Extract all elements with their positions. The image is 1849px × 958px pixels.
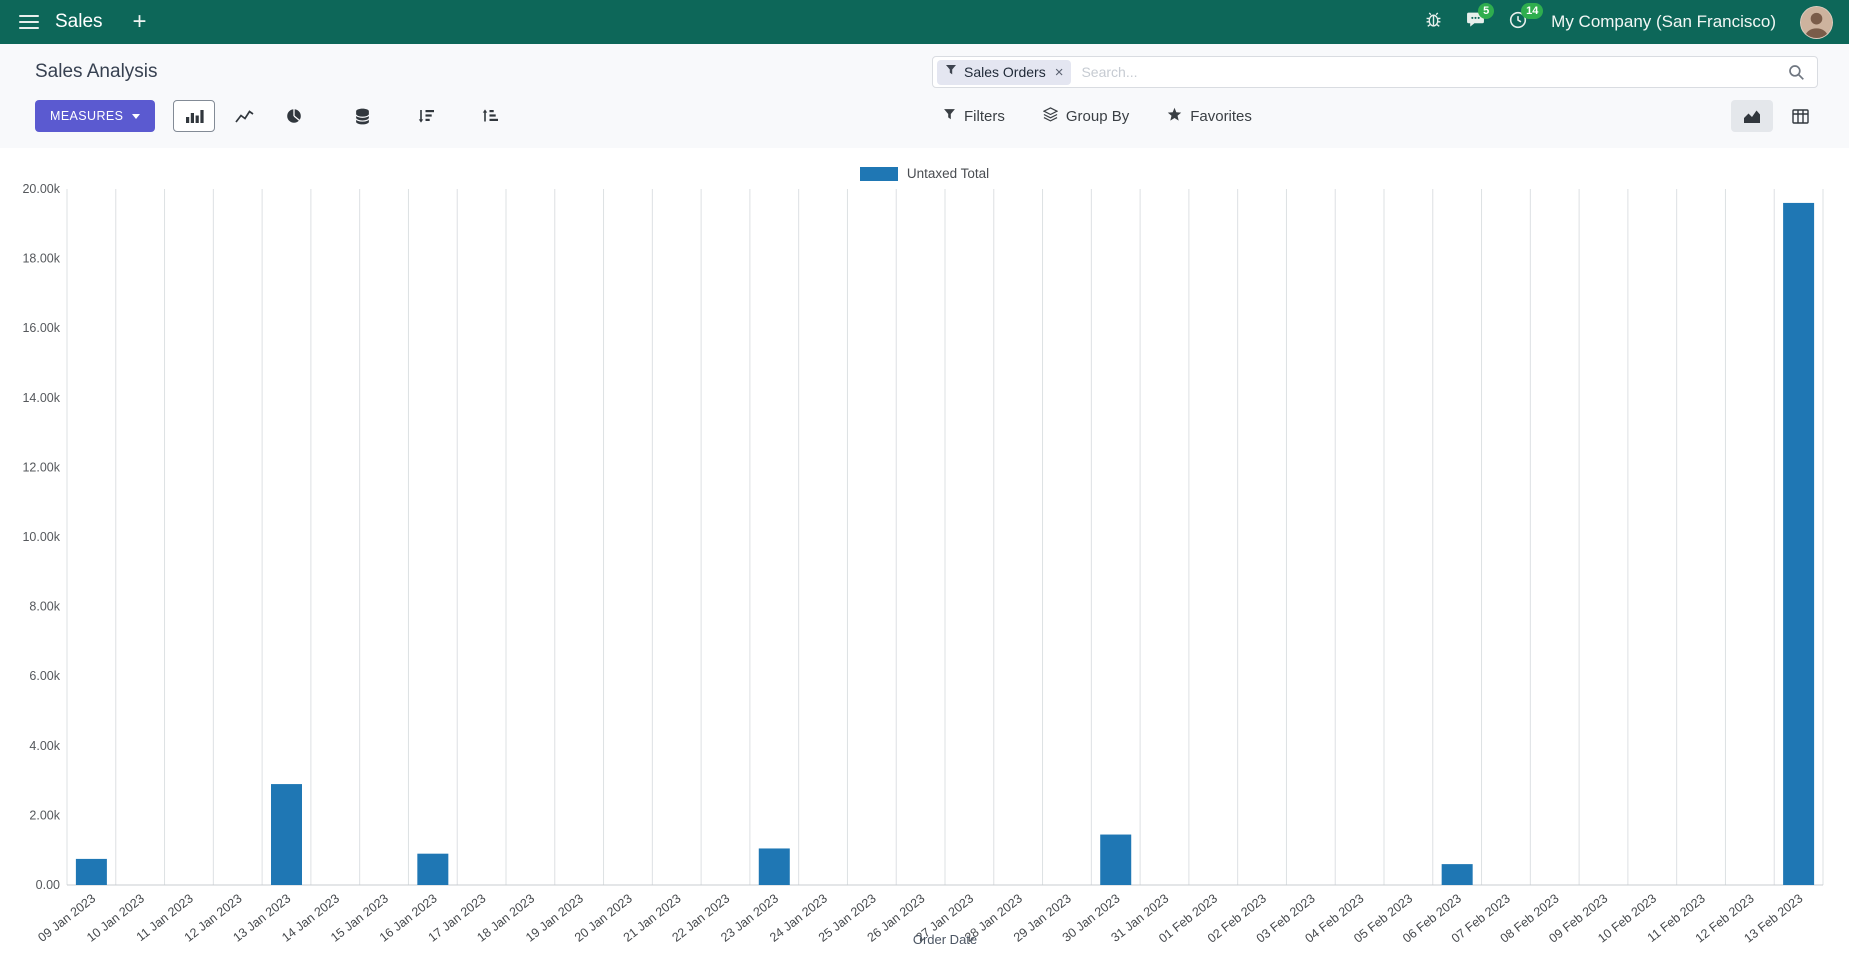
svg-text:6.00k: 6.00k [29, 669, 60, 683]
bar-chart-icon [185, 109, 204, 123]
svg-text:16.00k: 16.00k [22, 321, 60, 335]
search-icon[interactable] [1788, 64, 1805, 86]
svg-text:10.00k: 10.00k [22, 530, 60, 544]
clock-icon [1509, 11, 1527, 34]
filters-label: Filters [964, 107, 1005, 125]
pivot-view-button[interactable] [1779, 100, 1821, 132]
chart-type-group [173, 100, 315, 132]
breadcrumb-row: Sales Analysis Sales Orders × [35, 56, 1821, 88]
stacked-toggle-button[interactable] [341, 100, 383, 132]
bar-chart-button[interactable] [173, 100, 216, 132]
activities-badge: 14 [1521, 2, 1544, 19]
group-by-dropdown[interactable]: Group By [1042, 106, 1130, 126]
messages-badge: 5 [1478, 3, 1495, 20]
sort-asc-icon [482, 108, 498, 122]
toolbar-row: MEASURES [35, 98, 1821, 134]
apps-menu-icon[interactable] [19, 15, 39, 29]
plus-icon[interactable]: + [132, 8, 147, 35]
navbar-systray: 5 14 My Company (San Francisco) [1425, 2, 1833, 39]
facet-label: Sales Orders [964, 64, 1046, 80]
pivot-table-icon [1791, 108, 1809, 124]
bug-icon [1425, 11, 1442, 33]
svg-text:18.00k: 18.00k [22, 252, 60, 266]
line-chart-icon [235, 109, 254, 123]
favorites-dropdown[interactable]: Favorites [1167, 107, 1252, 126]
graph-view-button[interactable] [1731, 100, 1773, 132]
funnel-icon [945, 63, 957, 81]
area-chart-icon [1744, 110, 1760, 123]
layers-icon [1042, 106, 1059, 126]
svg-text:4.00k: 4.00k [29, 739, 60, 753]
search-bar[interactable]: Sales Orders × [932, 56, 1818, 88]
measures-label: MEASURES [50, 109, 124, 123]
navbar-left: Sales + [19, 10, 147, 34]
search-options-cluster: Filters Group By Favorit [943, 106, 1252, 126]
debug-button[interactable] [1425, 11, 1442, 33]
svg-text:12.00k: 12.00k [22, 460, 60, 474]
svg-text:20.00k: 20.00k [22, 182, 60, 196]
sort-desc-icon [418, 109, 434, 123]
measures-button[interactable]: MEASURES [35, 100, 156, 132]
company-switcher[interactable]: My Company (San Francisco) [1551, 12, 1776, 31]
sort-descending-button[interactable] [405, 100, 447, 132]
legend-label: Untaxed Total [906, 166, 990, 181]
line-chart-button[interactable] [223, 100, 265, 132]
group-by-label: Group By [1065, 107, 1130, 125]
activities-button[interactable]: 14 [1509, 2, 1544, 34]
search-facet[interactable]: Sales Orders × [937, 59, 1072, 85]
facet-remove-icon[interactable]: × [1054, 63, 1064, 81]
filter-icon [943, 108, 956, 125]
sort-ascending-button[interactable] [469, 100, 511, 132]
control-panel: Sales Analysis Sales Orders × MEASURES [0, 44, 1849, 148]
svg-text:Order Date: Order Date [913, 932, 977, 947]
favorites-label: Favorites [1190, 107, 1252, 125]
user-avatar[interactable] [1800, 5, 1833, 39]
svg-text:8.00k: 8.00k [29, 600, 60, 614]
search-input[interactable] [1071, 64, 1779, 80]
database-icon [355, 108, 370, 124]
app-name[interactable]: Sales [55, 11, 103, 32]
star-icon [1167, 107, 1182, 126]
page-title: Sales Analysis [35, 61, 158, 82]
caret-down-icon [132, 113, 141, 119]
filters-dropdown[interactable]: Filters [943, 108, 1005, 125]
messages-button[interactable]: 5 [1466, 3, 1495, 33]
svg-text:14.00k: 14.00k [22, 391, 60, 405]
top-navbar: Sales + 5 [0, 0, 1849, 44]
view-switcher [1731, 100, 1821, 132]
svg-text:2.00k: 2.00k [29, 808, 60, 822]
sales-chart-svg[interactable]: 0.00 2.00k 4.00k 6.00k 8.00k 10.00k 12.00k 14.0… [0, 148, 1849, 958]
pie-chart-button[interactable] [273, 100, 315, 132]
pie-chart-icon [287, 108, 302, 123]
legend-swatch [859, 166, 898, 181]
chart-legend[interactable]: Untaxed Total [0, 166, 1849, 181]
svg-text:0.00: 0.00 [36, 878, 60, 892]
graph-view: Untaxed Total 0.00 2.00k 4.00k 6.00k 8.00k 10… [0, 148, 1849, 958]
chart-options-group [341, 100, 511, 132]
